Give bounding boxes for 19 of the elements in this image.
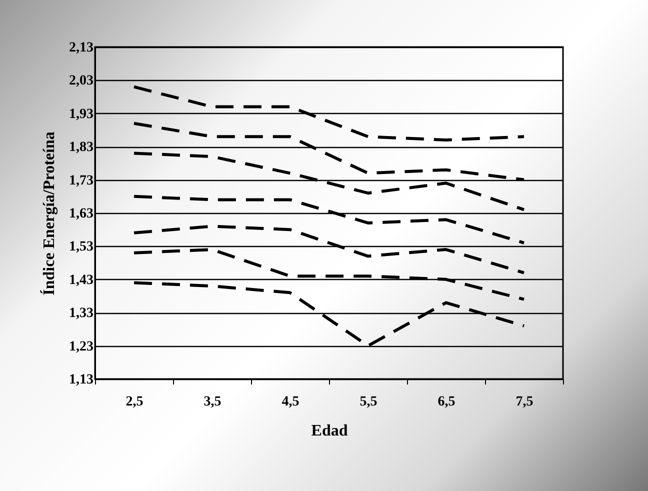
y-tick-label: 1,93 bbox=[69, 106, 94, 122]
x-tick-label: 5,5 bbox=[360, 394, 378, 410]
y-tick-label: 1,33 bbox=[69, 306, 94, 322]
y-tick-label: 2,03 bbox=[69, 74, 94, 89]
y-tick-label: 1,43 bbox=[69, 272, 94, 288]
y-tick-label: 1,73 bbox=[69, 173, 94, 188]
y-tick-label: 1,63 bbox=[69, 206, 94, 222]
y-tick-label: 1,13 bbox=[69, 372, 94, 388]
y-axis-title: Índice Energía/Proteína bbox=[40, 132, 58, 296]
x-tick-label: 6,5 bbox=[438, 394, 456, 410]
x-tick-label: 4,5 bbox=[282, 394, 300, 410]
x-axis-title: Edad bbox=[311, 422, 348, 440]
x-tick-label: 3,5 bbox=[204, 394, 222, 410]
x-tick-label: 7,5 bbox=[516, 394, 534, 410]
y-tick-label: 2,13 bbox=[69, 40, 94, 56]
y-tick-label: 1,53 bbox=[69, 240, 94, 255]
x-tick-label: 2,5 bbox=[126, 394, 144, 410]
y-tick-label: 1,83 bbox=[69, 140, 94, 156]
y-tick-label: 1,23 bbox=[69, 339, 94, 354]
